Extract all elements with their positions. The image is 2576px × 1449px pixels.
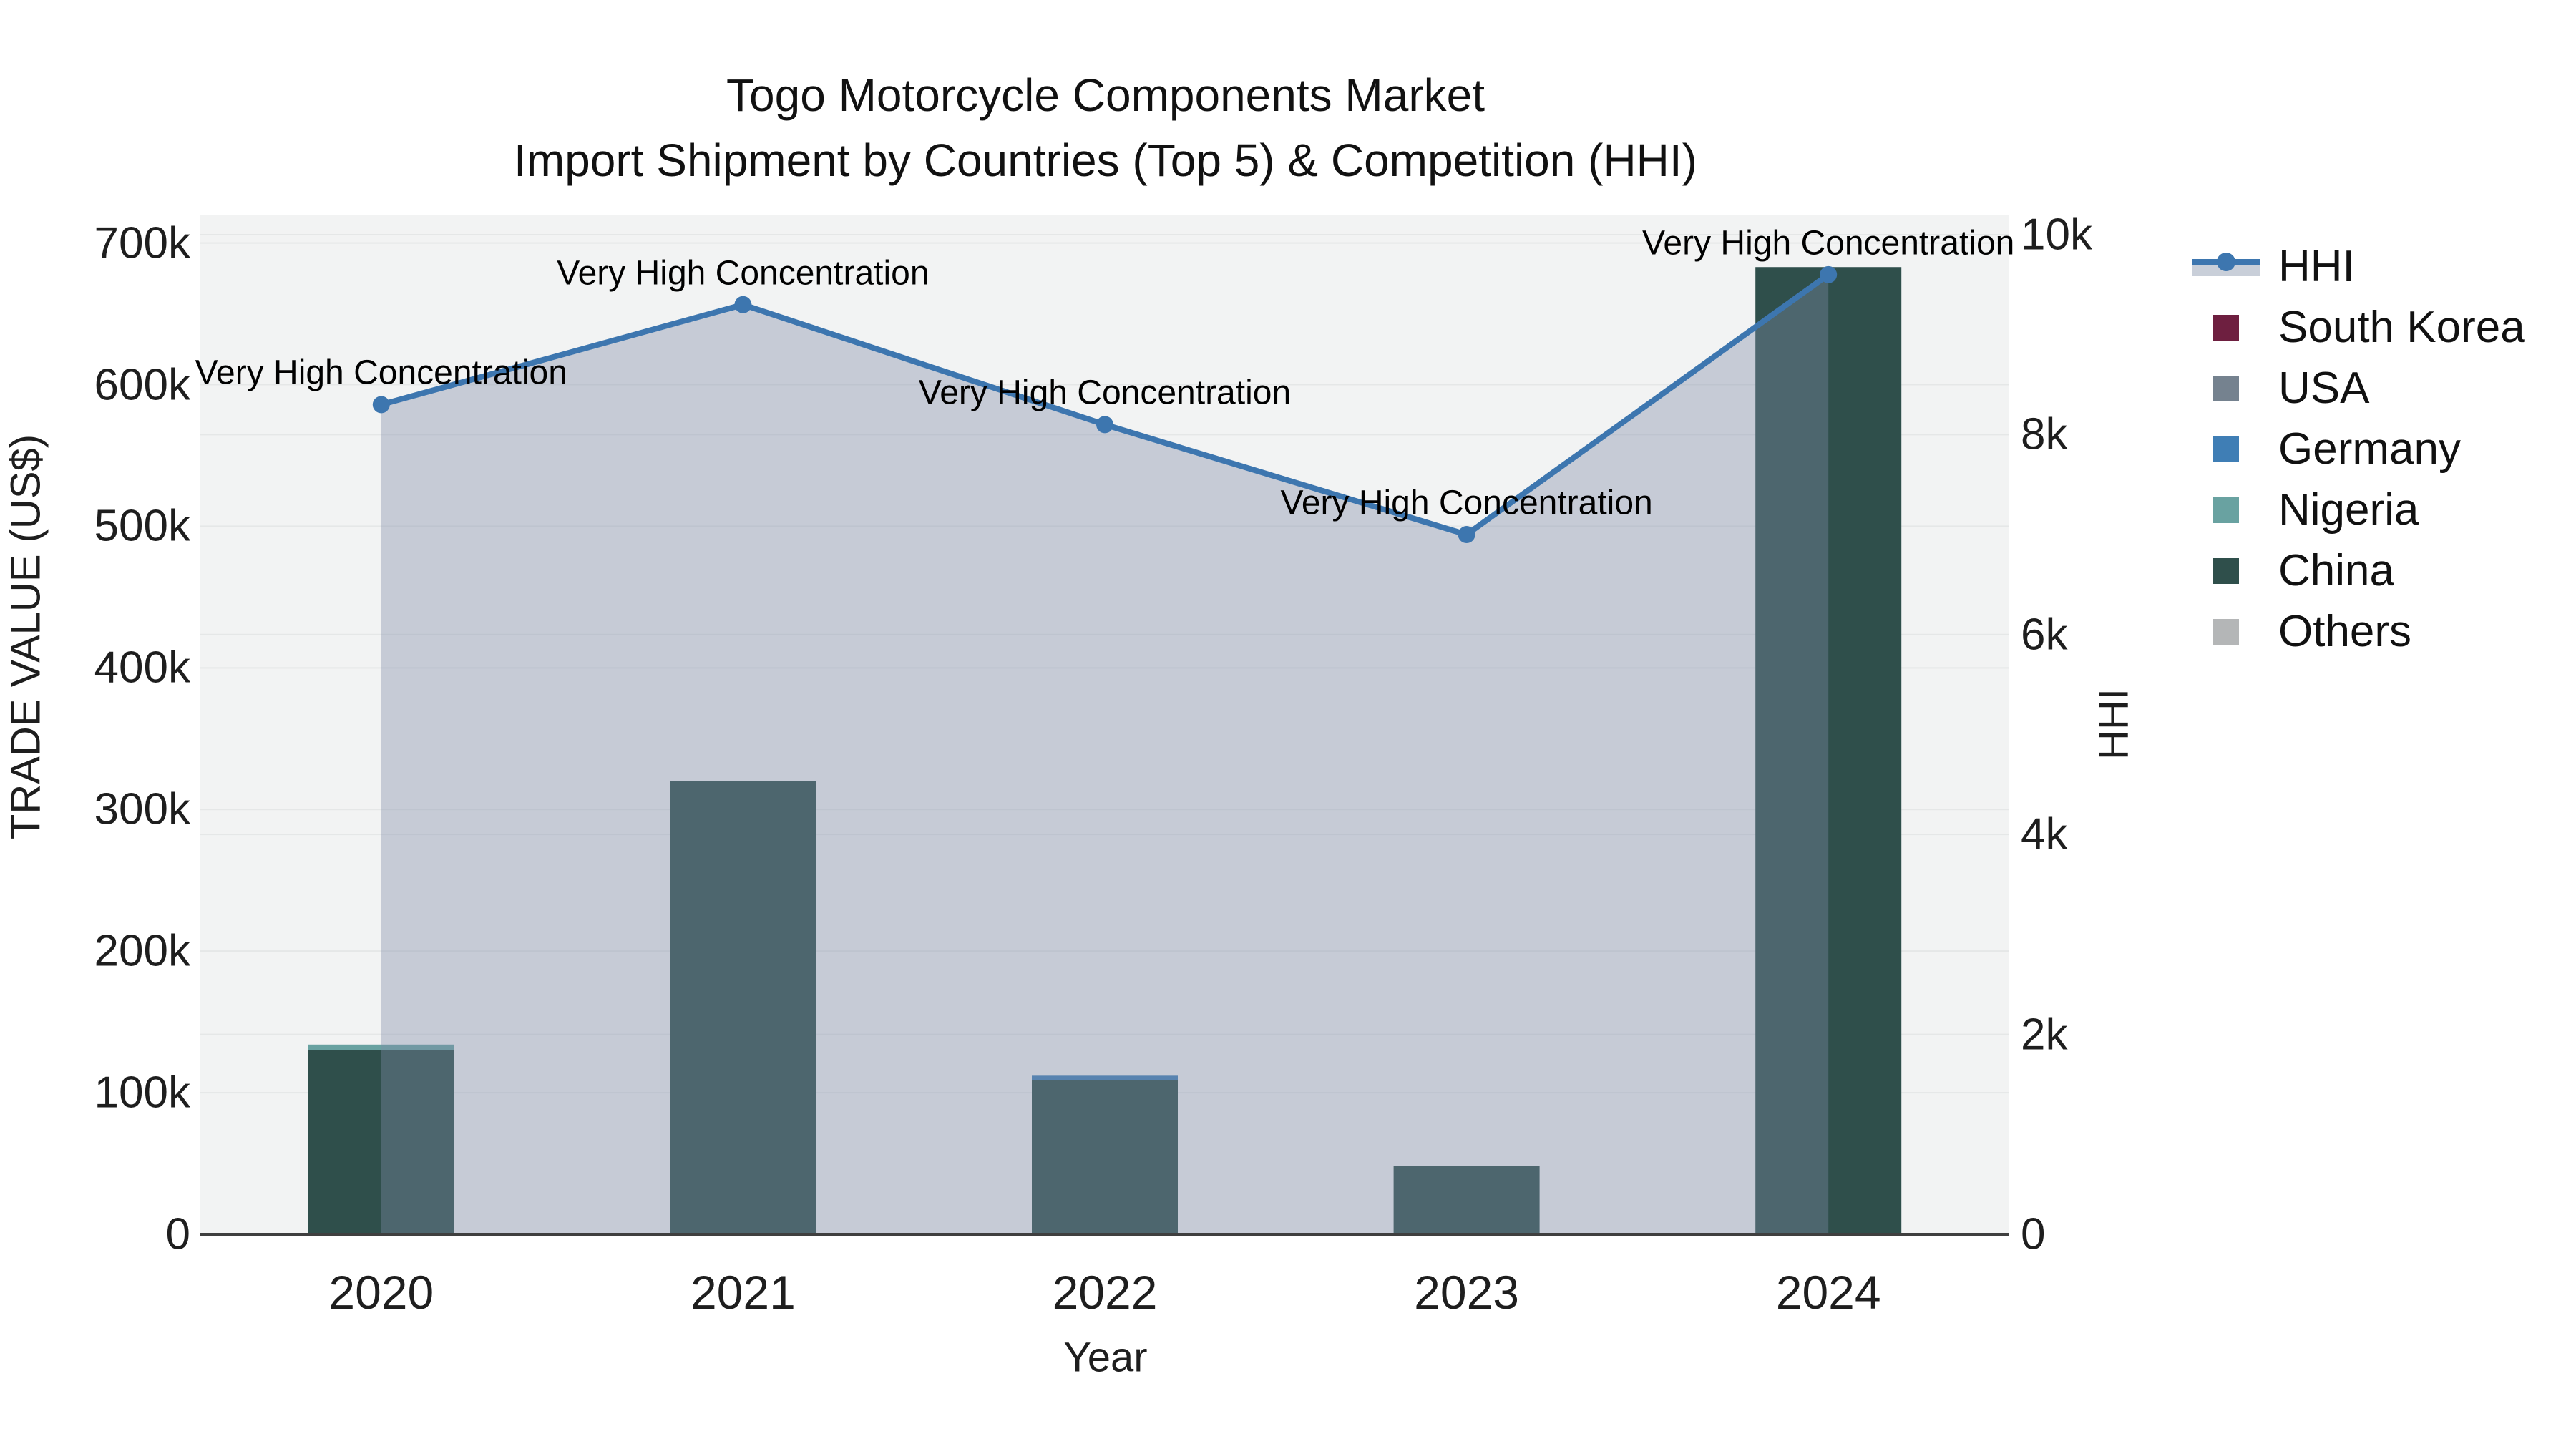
legend-item-germany[interactable]: Germany: [2192, 419, 2525, 479]
legend-item-usa[interactable]: USA: [2192, 358, 2525, 419]
legend-item-nigeria[interactable]: Nigeria: [2192, 479, 2525, 540]
bar-segment-china-2020[interactable]: [308, 1050, 454, 1234]
y-tick-right-10k: 10k: [2021, 210, 2092, 260]
nigeria-swatch-icon: [2213, 497, 2239, 523]
y-axis-title-left: TRADE VALUE (US$): [2, 434, 49, 840]
chart-title-block: Togo Motorcycle Components Market Import…: [202, 63, 2009, 193]
x-tick-2023: 2023: [1414, 1266, 1520, 1319]
y-tick-left-500k: 500k: [94, 501, 190, 551]
chart-title: Togo Motorcycle Components Market: [726, 69, 1485, 121]
usa-swatch-icon: [2213, 375, 2239, 401]
x-tick-2022: 2022: [1052, 1266, 1158, 1319]
legend-swatch-nigeria: [2192, 497, 2260, 523]
legend-swatch-south-korea: [2192, 314, 2260, 341]
legend-item-hhi[interactable]: HHI: [2192, 236, 2525, 297]
y-tick-left-600k: 600k: [94, 360, 190, 409]
x-tick-2021: 2021: [690, 1266, 796, 1319]
hhi-line-icon: [2192, 252, 2260, 280]
legend-swatch-china: [2192, 557, 2260, 584]
hhi-marker-2022[interactable]: [1096, 416, 1113, 434]
hhi-area-fill: [381, 274, 1829, 1235]
germany-swatch-icon: [2213, 436, 2239, 462]
legend: HHI South Korea USA Germany Nigeria China Othe…: [2192, 236, 2525, 662]
legend-label-others: Others: [2278, 607, 2412, 656]
china-swatch-icon: [2213, 557, 2239, 584]
hhi-marker-2024[interactable]: [1820, 265, 1838, 283]
legend-swatch-usa: [2192, 375, 2260, 401]
legend-label-germany: Germany: [2278, 424, 2461, 474]
legend-swatch-others: [2192, 618, 2260, 645]
y-axis-title-right: HHI: [2090, 688, 2137, 760]
south-korea-swatch-icon: [2213, 314, 2239, 341]
hhi-marker-2023[interactable]: [1458, 526, 1475, 544]
y-tick-left-300k: 300k: [94, 784, 190, 834]
hhi-marker-2021[interactable]: [734, 296, 752, 313]
annotation-2021: Very High Concentration: [557, 254, 930, 293]
y-tick-left-200k: 200k: [94, 926, 190, 976]
x-axis-line: [200, 1233, 2009, 1236]
legend-label-hhi: HHI: [2278, 242, 2355, 291]
legend-label-usa: USA: [2278, 364, 2370, 413]
y-tick-left-400k: 400k: [94, 643, 190, 693]
y-tick-right-4k: 4k: [2021, 809, 2068, 859]
y-tick-right-0: 0: [2021, 1209, 2046, 1259]
bar-segment-china-2021[interactable]: [670, 781, 816, 1234]
bar-segment-china-2024[interactable]: [1755, 267, 1902, 1235]
bar-segment-nigeria-2020[interactable]: [308, 1044, 454, 1050]
x-tick-2024: 2024: [1775, 1266, 1881, 1319]
y-tick-left-700k: 700k: [94, 218, 190, 268]
bar-segment-china-2022[interactable]: [1032, 1080, 1178, 1234]
y-tick-right-6k: 6k: [2021, 610, 2068, 660]
legend-label-south-korea: South Korea: [2278, 303, 2525, 352]
y-tick-left-100k: 100k: [94, 1068, 190, 1118]
annotation-2024: Very High Concentration: [1642, 224, 2015, 263]
legend-item-others[interactable]: Others: [2192, 601, 2525, 662]
others-swatch-icon: [2213, 618, 2239, 645]
legend-item-china[interactable]: China: [2192, 540, 2525, 601]
bar-segment-china-2023[interactable]: [1393, 1166, 1540, 1234]
y-tick-left-0: 0: [165, 1209, 190, 1259]
y-tick-right-8k: 8k: [2021, 409, 2068, 459]
y-tick-right-2k: 2k: [2021, 1010, 2068, 1060]
bar-segment-germany-2022[interactable]: [1032, 1075, 1178, 1080]
hhi-marker-icon: [2217, 252, 2235, 271]
x-tick-2020: 2020: [328, 1266, 434, 1319]
legend-swatch-germany: [2192, 436, 2260, 462]
annotation-2020: Very High Concentration: [195, 353, 567, 392]
chart-subtitle: Import Shipment by Countries (Top 5) & C…: [514, 134, 1697, 186]
legend-item-south-korea[interactable]: South Korea: [2192, 297, 2525, 358]
legend-label-nigeria: Nigeria: [2278, 485, 2419, 535]
x-axis-title: Year: [1063, 1334, 1148, 1381]
annotation-2023: Very High Concentration: [1280, 484, 1653, 522]
legend-label-china: China: [2278, 546, 2394, 595]
hhi-marker-2020[interactable]: [372, 396, 390, 414]
annotation-2022: Very High Concentration: [918, 374, 1292, 412]
